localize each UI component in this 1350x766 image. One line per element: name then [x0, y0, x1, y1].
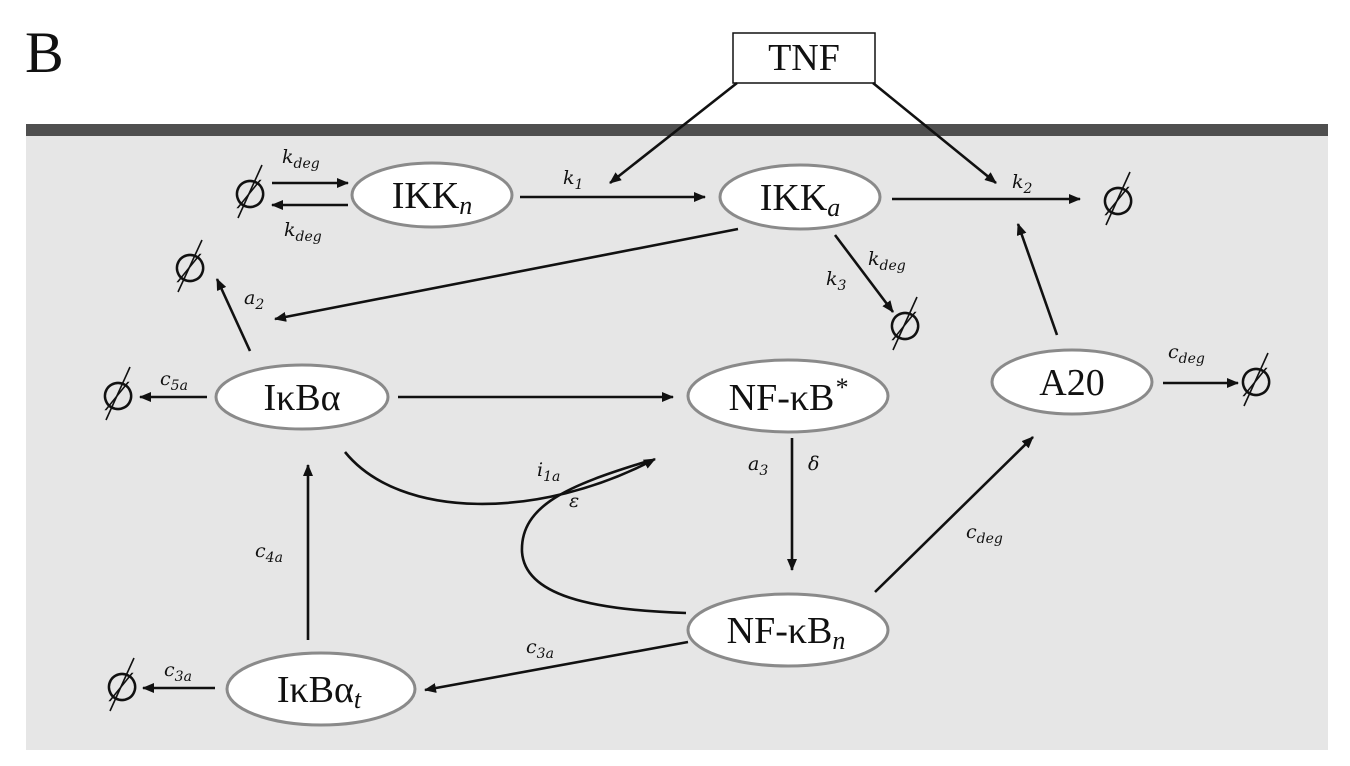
empty-set-icon: ∅ — [105, 665, 140, 711]
node-a20: A20 — [990, 348, 1154, 416]
rate-label: kdeg — [284, 219, 322, 245]
edge-ikka-to-ikba — [274, 227, 739, 322]
rate-label: cdeg — [966, 521, 1003, 547]
node-label: IκBα — [263, 377, 340, 419]
tnf-box: TNF — [732, 32, 876, 84]
node-label: A20 — [1039, 362, 1104, 404]
node-nfkb-n: NF-κBn — [686, 592, 890, 668]
rate-labels: kdeg kdeg k1 k2 k3 kdeg a2 c5a cdeg i1a … — [160, 146, 1205, 685]
edge-tnf-to-k1 — [609, 81, 738, 185]
rate-label: k1 — [563, 167, 583, 193]
empty-set-icon: ∅ — [233, 172, 268, 218]
edge-a20-to-k2 — [1016, 223, 1059, 336]
rate-label: c5a — [160, 368, 188, 394]
rate-label: a2 — [244, 287, 264, 313]
empty-set-icon: ∅ — [888, 304, 923, 350]
svg-text:NF-κB*: NF-κB* — [729, 373, 848, 419]
cytoplasm-region — [26, 132, 1328, 750]
node-label: NF-κB — [727, 610, 833, 652]
node-nfkb-star: NF-κB* — [686, 358, 890, 434]
rate-label: c3a — [526, 636, 554, 662]
node-label: IKK — [760, 177, 828, 219]
node-subscript: n — [459, 191, 472, 220]
node-ikba-t: IκBαt — [225, 651, 417, 727]
svg-text:IκBαt: IκBαt — [277, 669, 362, 714]
node-ikkn: IKKn — [350, 161, 514, 229]
node-subscript: n — [832, 626, 845, 655]
rate-label: a3 — [748, 453, 768, 479]
rate-label: kdeg — [282, 146, 320, 172]
node-label: NF-κB — [729, 377, 835, 419]
empty-set-icon: ∅ — [101, 374, 136, 420]
edge-ikka-degradation — [833, 234, 895, 313]
rate-label: c4a — [255, 540, 283, 566]
node-subscript: a — [827, 193, 840, 222]
edge-nfkbn-to-nfkb-star-curve — [520, 460, 687, 615]
panel-label: B — [25, 20, 64, 85]
edge-ikba-to-empty-up — [215, 278, 252, 352]
node-label: IKK — [392, 175, 460, 217]
edge-nfkbn-to-ikbat — [424, 640, 689, 693]
svg-text:NF-κBn: NF-κBn — [727, 610, 846, 655]
rate-label: k2 — [1012, 171, 1033, 197]
rate-label: δ — [808, 453, 819, 475]
svg-text:IKKa: IKKa — [760, 177, 841, 222]
empty-set-icon: ∅ — [1239, 360, 1274, 406]
rate-label: c3a — [164, 659, 192, 685]
svg-text:IKKn: IKKn — [392, 175, 473, 220]
node-subscript: t — [354, 685, 362, 714]
rate-label: i1a — [537, 459, 560, 485]
empty-set-icon: ∅ — [173, 246, 208, 292]
edge-ikba-to-nfkb-star-curve — [343, 451, 656, 506]
rate-label: ε — [569, 490, 579, 512]
rate-label: cdeg — [1168, 341, 1205, 367]
rate-label: k3 — [826, 268, 847, 294]
rate-label: kdeg — [868, 248, 906, 274]
empty-sets: ∅ ∅ ∅ ∅ ∅ ∅ ∅ — [101, 172, 1274, 711]
empty-set-icon: ∅ — [1101, 179, 1136, 225]
node-label: IκBα — [277, 669, 354, 711]
edges — [139, 81, 1239, 693]
edge-nfkbn-to-a20 — [874, 436, 1034, 593]
node-ikba: IκBα — [214, 363, 390, 431]
empty-set-slashes — [105, 164, 1269, 712]
node-ikka: IKKa — [718, 163, 882, 231]
node-superscript: * — [834, 373, 847, 402]
edge-tnf-to-k2 — [872, 81, 997, 185]
tnf-label: TNF — [768, 37, 840, 79]
